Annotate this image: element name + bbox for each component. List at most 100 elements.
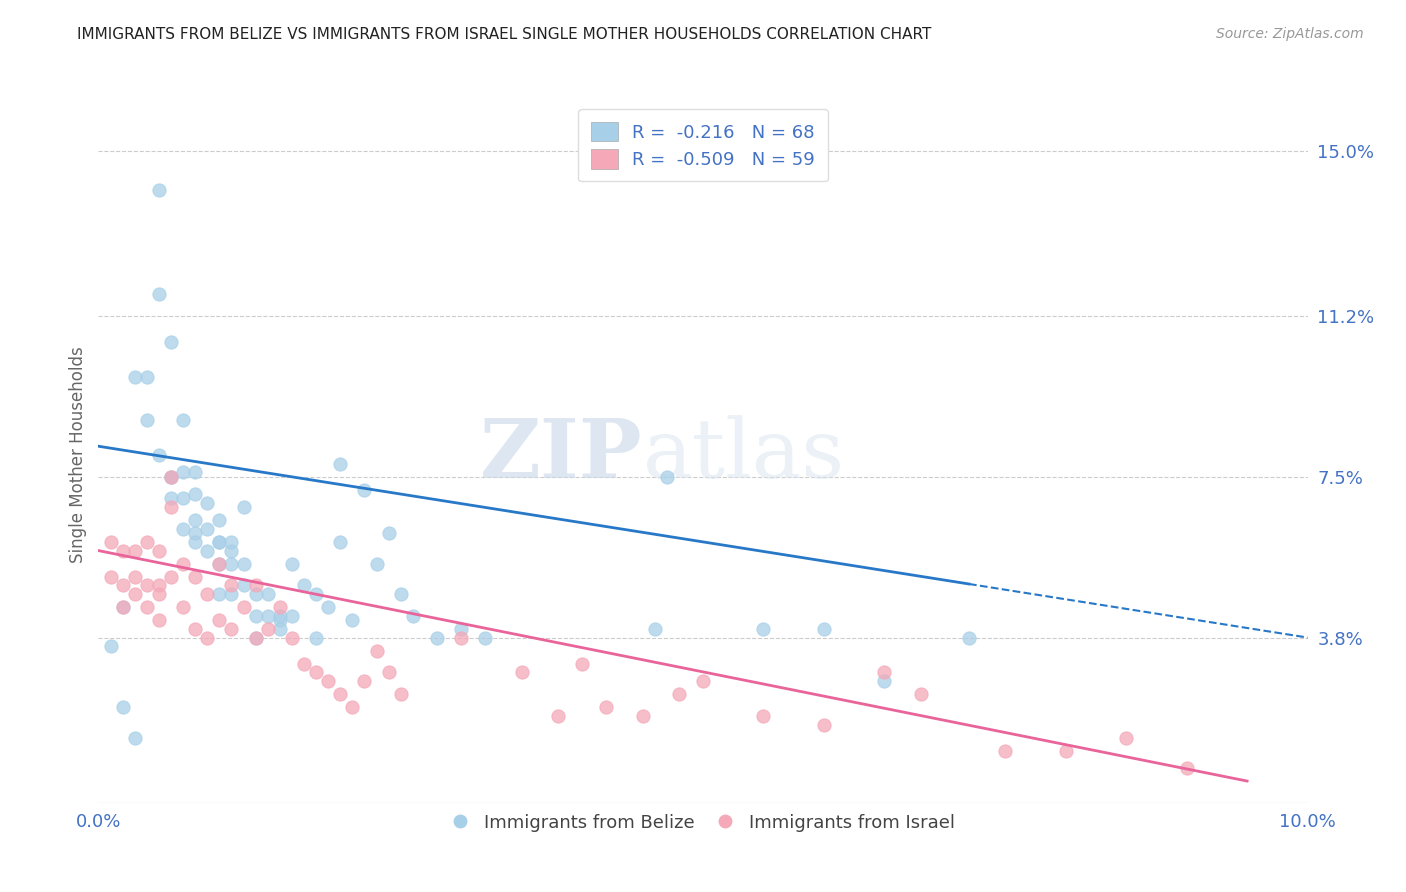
Point xyxy=(148,587,170,601)
Point xyxy=(450,622,472,636)
Point xyxy=(221,534,243,549)
Point xyxy=(111,543,134,558)
Point xyxy=(208,557,231,571)
Point xyxy=(232,557,254,571)
Point xyxy=(160,570,183,584)
Point xyxy=(172,600,194,615)
Point xyxy=(644,622,666,636)
Point xyxy=(353,674,375,689)
Point xyxy=(269,600,291,615)
Point xyxy=(195,587,218,601)
Point xyxy=(160,500,183,514)
Point xyxy=(245,578,267,592)
Point xyxy=(232,500,254,514)
Point xyxy=(221,557,243,571)
Point xyxy=(1054,744,1077,758)
Y-axis label: Single Mother Households: Single Mother Households xyxy=(69,347,87,563)
Point xyxy=(655,469,678,483)
Point xyxy=(256,587,278,601)
Point xyxy=(111,600,134,615)
Point xyxy=(100,570,122,584)
Point xyxy=(245,608,267,623)
Point xyxy=(208,613,231,627)
Point xyxy=(135,534,157,549)
Point xyxy=(1175,761,1198,775)
Point xyxy=(184,534,207,549)
Point xyxy=(148,448,170,462)
Point xyxy=(195,631,218,645)
Point xyxy=(221,587,243,601)
Point xyxy=(547,708,569,723)
Point xyxy=(342,613,364,627)
Point xyxy=(148,183,170,197)
Point xyxy=(292,578,315,592)
Point xyxy=(256,608,278,623)
Point xyxy=(184,466,207,480)
Point xyxy=(752,622,775,636)
Point xyxy=(292,657,315,671)
Point xyxy=(148,613,170,627)
Point xyxy=(172,491,194,506)
Point xyxy=(245,587,267,601)
Point xyxy=(160,469,183,483)
Point xyxy=(195,496,218,510)
Point xyxy=(402,608,425,623)
Point xyxy=(281,557,304,571)
Point xyxy=(208,534,231,549)
Point xyxy=(595,700,617,714)
Point xyxy=(342,700,364,714)
Point xyxy=(135,413,157,427)
Point xyxy=(148,287,170,301)
Point xyxy=(873,674,896,689)
Point xyxy=(208,587,231,601)
Point xyxy=(668,687,690,701)
Point xyxy=(100,534,122,549)
Point xyxy=(389,587,412,601)
Point xyxy=(184,513,207,527)
Point xyxy=(329,687,352,701)
Point xyxy=(160,491,183,506)
Point xyxy=(571,657,593,671)
Point xyxy=(510,665,533,680)
Point xyxy=(450,631,472,645)
Point xyxy=(269,622,291,636)
Point xyxy=(172,466,194,480)
Point xyxy=(426,631,449,645)
Point xyxy=(184,487,207,501)
Point xyxy=(752,708,775,723)
Point xyxy=(124,369,146,384)
Point xyxy=(366,557,388,571)
Point xyxy=(245,631,267,645)
Point xyxy=(232,600,254,615)
Point xyxy=(221,622,243,636)
Point xyxy=(873,665,896,680)
Point xyxy=(631,708,654,723)
Point xyxy=(100,639,122,653)
Point xyxy=(316,674,339,689)
Point xyxy=(135,600,157,615)
Point xyxy=(111,700,134,714)
Point xyxy=(172,557,194,571)
Point xyxy=(910,687,932,701)
Point xyxy=(305,587,328,601)
Point xyxy=(148,578,170,592)
Point xyxy=(256,622,278,636)
Point xyxy=(135,369,157,384)
Point xyxy=(389,687,412,701)
Point xyxy=(184,570,207,584)
Point xyxy=(160,469,183,483)
Point xyxy=(124,570,146,584)
Point xyxy=(269,608,291,623)
Point xyxy=(281,608,304,623)
Text: atlas: atlas xyxy=(643,415,845,495)
Point xyxy=(221,543,243,558)
Point xyxy=(111,600,134,615)
Point xyxy=(160,334,183,349)
Legend: Immigrants from Belize, Immigrants from Israel: Immigrants from Belize, Immigrants from … xyxy=(444,806,962,839)
Point xyxy=(813,622,835,636)
Point xyxy=(329,534,352,549)
Point xyxy=(329,457,352,471)
Point xyxy=(208,534,231,549)
Point xyxy=(316,600,339,615)
Point xyxy=(221,578,243,592)
